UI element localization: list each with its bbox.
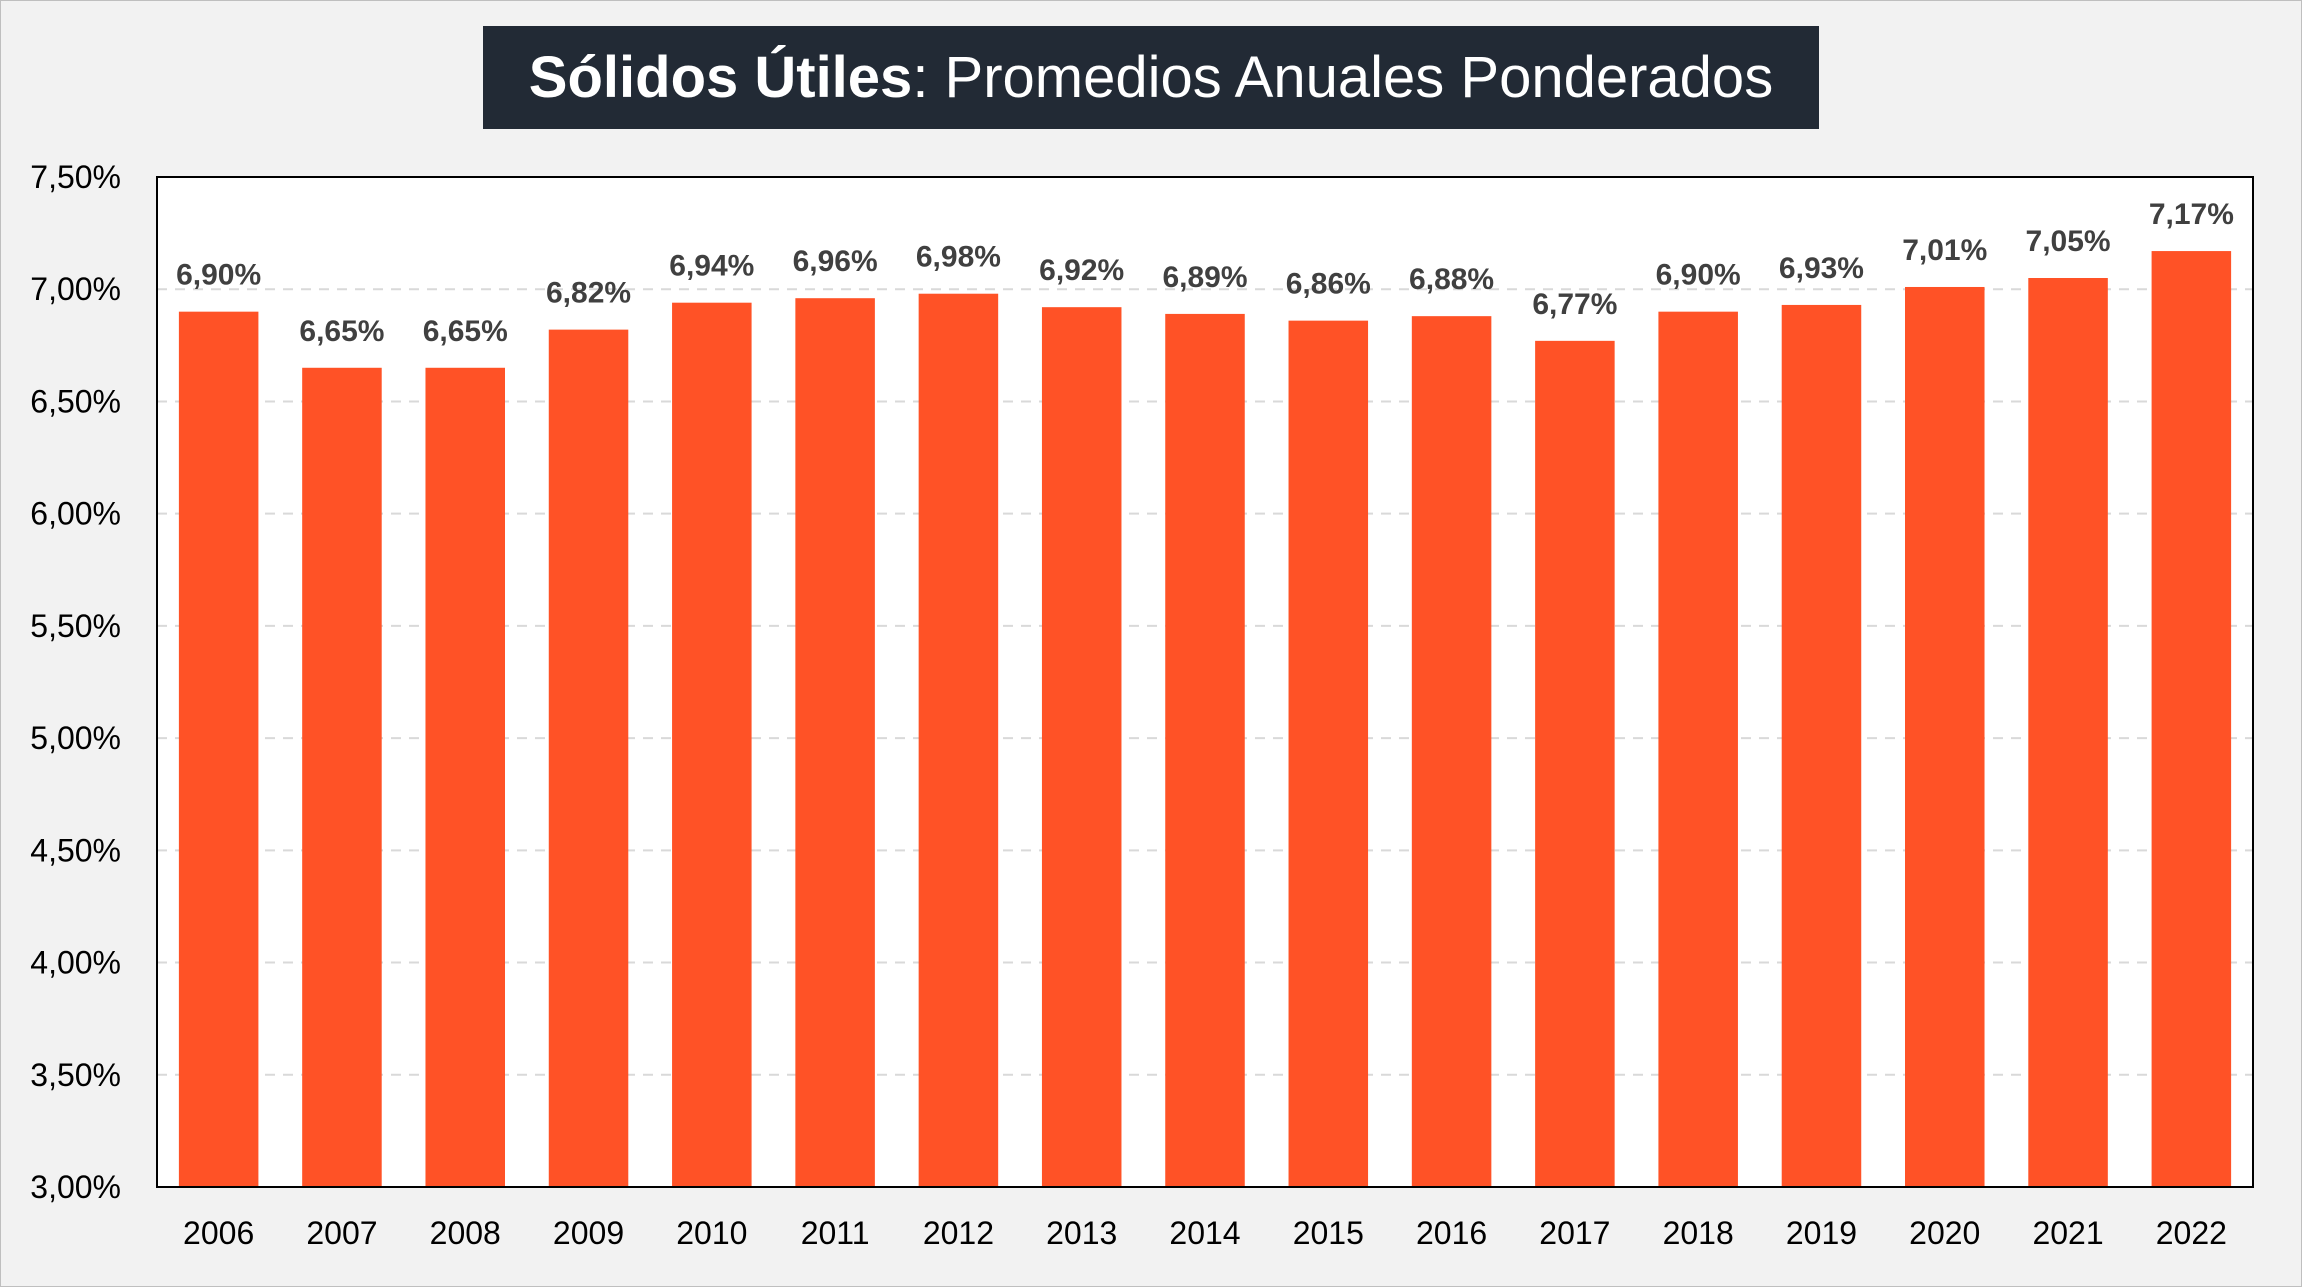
data-label-2017: 6,77%: [1532, 288, 1617, 321]
chart-title-bold: Sólidos Útiles: [528, 45, 913, 110]
bar-2011: [795, 298, 875, 1187]
x-tick-label: 2009: [553, 1215, 624, 1251]
x-tick-label: 2014: [1169, 1215, 1240, 1251]
bar-2006: [178, 311, 259, 1188]
bar-2012: [918, 293, 999, 1187]
data-label-2013: 6,92%: [1039, 254, 1124, 287]
bar-2009: [548, 329, 629, 1188]
y-tick-label: 5,00%: [30, 720, 121, 756]
x-tick-label: 2015: [1293, 1215, 1364, 1251]
y-tick-label: 3,00%: [30, 1169, 121, 1205]
y-tick-label: 4,00%: [30, 945, 121, 981]
data-labels: 6,90% 6,65% 6,65% 6,82% 6,94% 6,96% 6,98% 6,92%…: [176, 198, 2234, 348]
data-label-2008: 6,65%: [423, 315, 508, 348]
data-label-2022: 7,17%: [2149, 198, 2234, 231]
y-tick-label: 4,50%: [30, 832, 121, 868]
x-tick-label: 2016: [1416, 1215, 1487, 1251]
bar-2008: [425, 367, 505, 1187]
y-tick-label: 6,00%: [30, 496, 121, 532]
data-label-2016: 6,88%: [1409, 263, 1494, 296]
bar-2020: [1905, 286, 1985, 1187]
chart-title-rest: : Promedios Anuales Ponderados: [912, 45, 1774, 110]
data-label-2009: 6,82%: [546, 277, 631, 310]
bar-2013: [1041, 307, 1122, 1188]
data-label-2019: 6,93%: [1779, 252, 1864, 285]
bar-2018: [1658, 311, 1738, 1188]
data-label-2018: 6,90%: [1656, 259, 1741, 292]
x-tick-label: 2010: [676, 1215, 747, 1251]
data-label-2007: 6,65%: [299, 315, 384, 348]
data-label-2021: 7,05%: [2026, 225, 2111, 258]
bar-2010: [672, 302, 752, 1187]
y-tick-label: 6,50%: [30, 383, 121, 419]
x-tick-label: 2022: [2156, 1215, 2227, 1251]
bar-2014: [1165, 313, 1245, 1187]
x-tick-label: 2012: [923, 1215, 994, 1251]
x-tick-label: 2020: [1909, 1215, 1980, 1251]
y-tick-label: 7,50%: [30, 159, 121, 195]
y-tick-label: 7,00%: [30, 271, 121, 307]
x-tick-label: 2011: [801, 1215, 870, 1251]
bar-2016: [1411, 316, 1492, 1188]
data-label-2014: 6,89%: [1162, 261, 1247, 294]
y-tick-label: 5,50%: [30, 608, 121, 644]
bar-2019: [1781, 304, 1862, 1187]
plot-border: [156, 176, 2254, 1188]
x-tick-label: 2006: [183, 1215, 254, 1251]
bar-2015: [1288, 320, 1369, 1188]
x-tick-label: 2013: [1046, 1215, 1117, 1251]
data-label-2006: 6,90%: [176, 259, 261, 292]
bar-2022: [2151, 251, 2232, 1188]
bars: [178, 251, 2232, 1188]
bar-2021: [2028, 278, 2108, 1187]
y-axis-tick-labels: 3,00% 3,50% 4,00% 4,50% 5,00% 5,50% 6,00% 6,50%…: [30, 159, 121, 1205]
data-label-2015: 6,86%: [1286, 268, 1371, 301]
data-label-2010: 6,94%: [669, 250, 754, 283]
x-tick-label: 2021: [2032, 1215, 2103, 1251]
x-tick-label: 2019: [1786, 1215, 1857, 1251]
data-label-2020: 7,01%: [1902, 234, 1987, 267]
x-tick-label: 2018: [1663, 1215, 1734, 1251]
x-axis-tick-labels: 2006 2007 2008 2009 2010 2011 2012 2013 2014 2015…: [183, 1215, 2227, 1251]
x-tick-label: 2017: [1539, 1215, 1610, 1251]
y-tick-label: 3,50%: [30, 1057, 121, 1093]
bar-2007: [302, 367, 382, 1187]
bar-2017: [1535, 340, 1615, 1187]
chart-title: Sólidos Útiles: Promedios Anuales Ponder…: [483, 26, 1819, 129]
x-tick-label: 2007: [306, 1215, 377, 1251]
data-label-2012: 6,98%: [916, 241, 1001, 274]
x-tick-label: 2008: [430, 1215, 501, 1251]
data-label-2011: 6,96%: [793, 245, 878, 278]
